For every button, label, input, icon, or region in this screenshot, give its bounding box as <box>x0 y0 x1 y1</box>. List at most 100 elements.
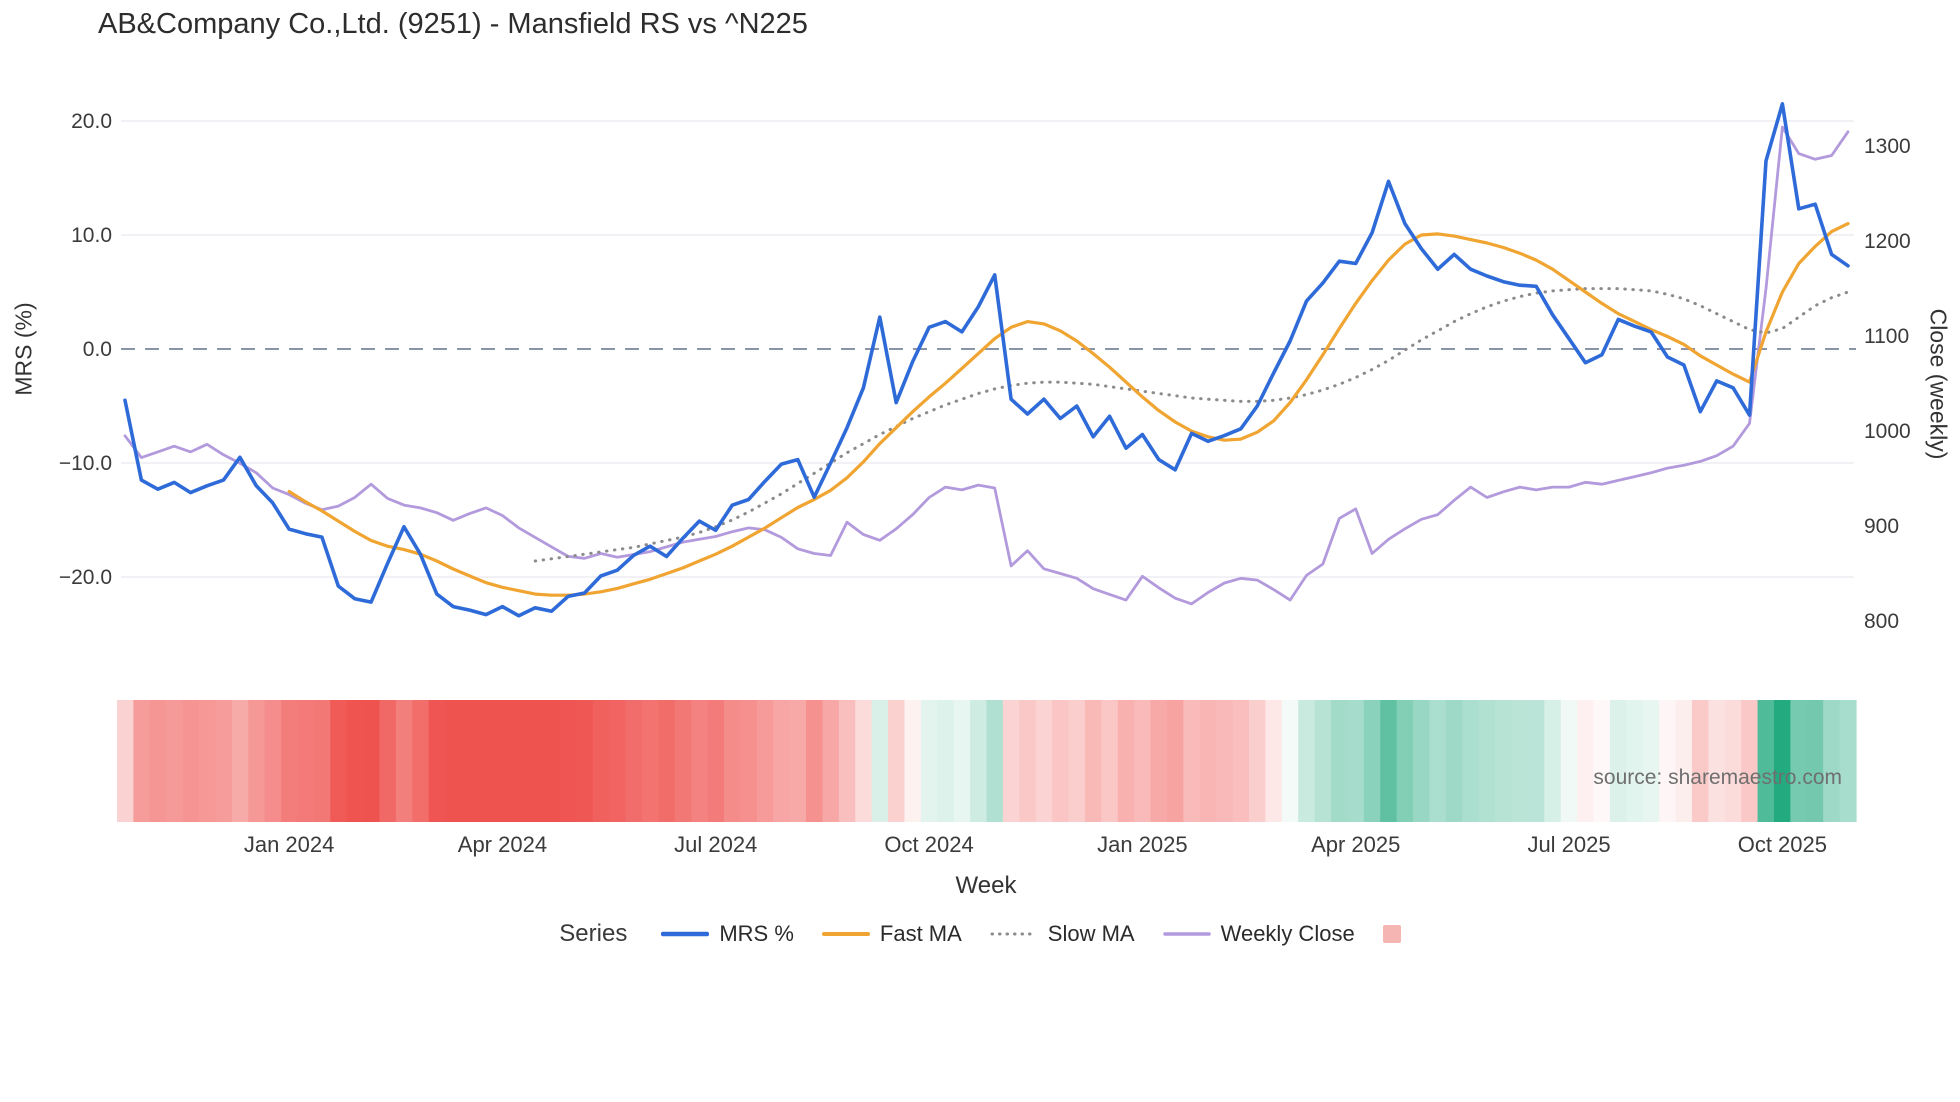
heatmap-cell <box>937 700 955 822</box>
heatmap-cell <box>1757 700 1775 822</box>
x-tick-label: Oct 2025 <box>1738 832 1827 857</box>
heatmap-cell <box>117 700 135 822</box>
heatmap-cell <box>1724 700 1742 822</box>
heatmap-cell <box>789 700 807 822</box>
heatmap-cell <box>1314 700 1332 822</box>
heatmap-cell <box>428 700 446 822</box>
heatmap-cell <box>1199 700 1217 822</box>
chart-title: AB&Company Co.,Ltd. (9251) - Mansfield R… <box>98 8 808 40</box>
heatmap-cell <box>1806 700 1824 822</box>
heatmap-cell <box>1445 700 1463 822</box>
heatmap-cell <box>1281 700 1299 822</box>
legend-item-weekly-close: Weekly Close <box>1162 921 1355 947</box>
heatmap-cell <box>248 700 266 822</box>
heatmap-cell <box>559 700 577 822</box>
x-tick-label: Jan 2025 <box>1097 832 1188 857</box>
heatmap-cell <box>231 700 249 822</box>
heatmap-cell <box>527 700 545 822</box>
heatmap-cell <box>1019 700 1037 822</box>
heatmap-cell <box>510 700 528 822</box>
heatmap-cell <box>1659 700 1677 822</box>
heatmap-cell <box>1380 700 1398 822</box>
heatmap-cell <box>1741 700 1759 822</box>
heatmap-cell <box>1642 700 1660 822</box>
heatmap-cell <box>199 700 217 822</box>
legend-swatch-line <box>661 931 710 937</box>
right-tick-label: 900 <box>1864 515 1899 538</box>
right-tick-label: 1000 <box>1864 420 1911 443</box>
heatmap-cell <box>149 700 167 822</box>
heatmap-cell <box>543 700 561 822</box>
heatmap-cell <box>707 700 725 822</box>
heatmap-cell <box>1609 700 1627 822</box>
heatmap-cell <box>182 700 200 822</box>
heatmap-cell <box>609 700 627 822</box>
heatmap-cell <box>363 700 381 822</box>
left-tick-label: 20.0 <box>71 110 112 133</box>
heatmap-cell <box>855 700 873 822</box>
heatmap-cell <box>1511 700 1529 822</box>
heatmap-cell <box>1331 700 1349 822</box>
heatmap-cell <box>297 700 315 822</box>
left-tick-label: −20.0 <box>59 566 112 589</box>
heatmap-cell <box>1413 700 1431 822</box>
heatmap-cell <box>133 700 151 822</box>
fast-ma-line <box>287 222 1850 597</box>
x-tick-labels: Jan 2024 Apr 2024 Jul 2024 Oct 2024 Jan 2025… <box>244 832 1827 857</box>
slow-ma-line <box>533 287 1850 563</box>
heatmap-cell <box>625 700 643 822</box>
heatmap-cell <box>1626 700 1644 822</box>
heatmap-cell <box>1675 700 1693 822</box>
x-tick-label: Apr 2025 <box>1311 832 1400 857</box>
legend-item-fast-ma: Fast MA <box>821 921 962 947</box>
legend-swatch-line <box>821 932 870 936</box>
heatmap-cell <box>1101 700 1119 822</box>
x-tick-label: Jan 2024 <box>244 832 335 857</box>
heatmap-cell <box>1035 700 1053 822</box>
legend: Series MRS % Fast MA Slow MA Weekly Close <box>0 920 1960 948</box>
heatmap-cell <box>1708 700 1726 822</box>
legend-item-label: Fast MA <box>879 921 962 946</box>
heatmap-cell <box>1347 700 1365 822</box>
right-tick-label: 1200 <box>1864 230 1911 253</box>
x-axis-title: Week <box>955 872 1017 899</box>
heatmap-cell <box>379 700 397 822</box>
heatmap-cell <box>1560 700 1578 822</box>
heatmap-cell <box>806 700 824 822</box>
heatmap-cell <box>1839 700 1857 822</box>
heatmap-cell <box>1691 700 1709 822</box>
heatmap-cell <box>1002 700 1020 822</box>
heatmap-cell <box>904 700 922 822</box>
heatmap-cell <box>1462 700 1480 822</box>
heatmap-cell <box>986 700 1004 822</box>
heatmap-cell <box>1527 700 1545 822</box>
heatmap-cell <box>330 700 348 822</box>
weekly-close-line <box>123 125 1850 606</box>
heatmap-cell <box>1232 700 1250 822</box>
heatmap-cell <box>1248 700 1266 822</box>
heatmap-cell <box>1593 700 1611 822</box>
legend-swatch-line <box>990 932 1038 936</box>
left-tick-label: −10.0 <box>59 452 112 475</box>
heatmap-cell <box>1166 700 1184 822</box>
heatmap-cell <box>1396 700 1414 822</box>
heatmap-cell <box>1084 700 1102 822</box>
heatmap-cell <box>1544 700 1562 822</box>
x-tick-label: Jul 2024 <box>674 832 757 857</box>
heatmap-cell <box>674 700 692 822</box>
legend-item-heatmap <box>1382 925 1401 943</box>
heatmap-cell <box>871 700 889 822</box>
heatmap-cell <box>1150 700 1168 822</box>
heatmap-cell <box>1773 700 1791 822</box>
gridlines: 20.0 10.0 0.0 −10.0 −20.0 <box>59 110 1854 589</box>
heatmap-cell <box>641 700 659 822</box>
legend-item-label: Slow MA <box>1047 921 1135 946</box>
right-tick-label: 800 <box>1864 610 1899 633</box>
heatmap-cell <box>1790 700 1808 822</box>
heatmap-cell <box>773 700 791 822</box>
x-tick-label: Oct 2024 <box>884 832 973 857</box>
left-tick-label: 0.0 <box>83 338 112 361</box>
heatmap-cell <box>166 700 184 822</box>
heatmap-cell <box>1068 700 1086 822</box>
source-credit: source: sharemaestro.com <box>1593 766 1842 789</box>
